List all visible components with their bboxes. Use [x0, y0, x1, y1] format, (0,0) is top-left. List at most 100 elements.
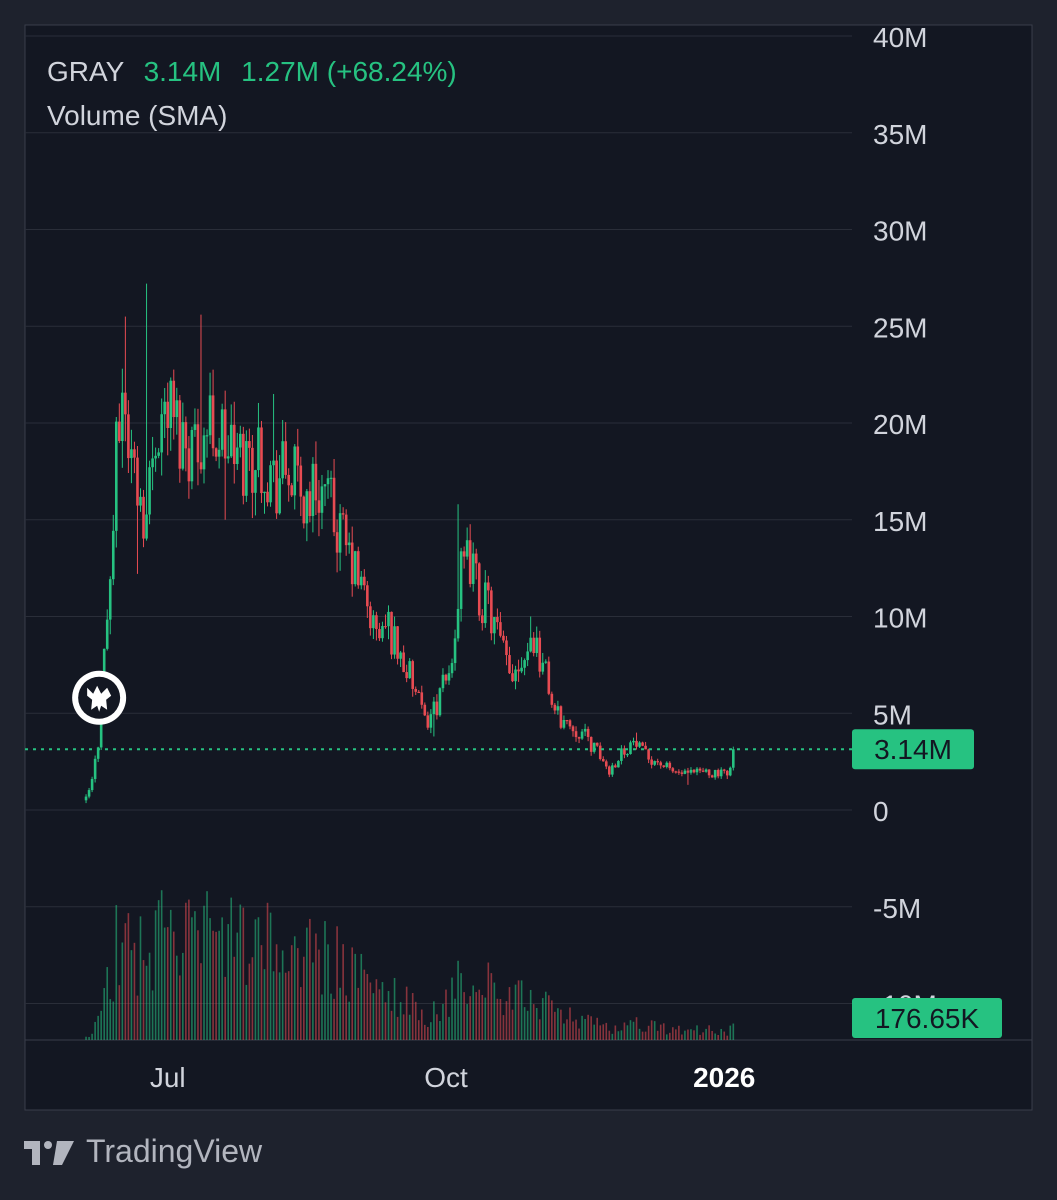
candle-body — [111, 530, 115, 580]
candle-body — [105, 619, 109, 649]
candle-body — [710, 775, 714, 778]
y-tick-label: 20M — [873, 409, 927, 440]
volume-bar — [732, 1023, 735, 1040]
candle-body — [181, 422, 185, 469]
volume-bar — [157, 900, 160, 1040]
volume-bar — [566, 1019, 568, 1040]
volume-bar — [185, 902, 187, 1040]
volume-bar — [348, 1001, 350, 1040]
volume-bar — [439, 1021, 441, 1040]
candle-body — [287, 474, 290, 486]
candle-body — [571, 726, 575, 732]
volume-bar — [169, 909, 172, 1040]
volume-bar — [269, 912, 272, 1040]
volume-bar — [91, 1033, 93, 1040]
candle-body — [659, 762, 663, 766]
volume-bar — [417, 1020, 420, 1040]
candle-body — [626, 754, 629, 756]
candle-body — [583, 728, 587, 732]
candle-body — [108, 579, 112, 620]
candle-body — [366, 585, 369, 607]
volume-bar — [457, 960, 459, 1040]
volume-bar — [723, 1031, 726, 1040]
volume-bar — [363, 969, 366, 1040]
volume-bar — [687, 1029, 689, 1040]
volume-bar — [399, 1002, 402, 1040]
candle-body — [263, 491, 266, 494]
volume-bar — [227, 924, 230, 1040]
volume-bar — [478, 989, 481, 1040]
volume-bar — [163, 927, 166, 1040]
candle-body — [235, 447, 239, 464]
candle-body — [130, 449, 133, 459]
volume-bar — [133, 942, 136, 1040]
candle-body — [217, 449, 221, 457]
volume-bar — [623, 1022, 626, 1040]
candle-body — [496, 617, 499, 623]
candle-body — [320, 486, 324, 513]
legend-change: 1.27M (+68.24%) — [241, 56, 457, 87]
volume-bar — [396, 1016, 399, 1040]
candle-body — [284, 441, 287, 475]
y-tick-label: 25M — [873, 312, 927, 343]
volume-bar — [505, 1001, 508, 1040]
volume-bar — [112, 1001, 115, 1040]
volume-bar — [647, 1025, 650, 1040]
volume-bar — [351, 947, 354, 1040]
volume-bar — [148, 952, 151, 1040]
volume-bar — [641, 1031, 644, 1040]
volume-bar — [693, 1030, 695, 1040]
volume-bar — [206, 891, 208, 1040]
candle-body — [511, 673, 514, 682]
volume-bar — [236, 932, 239, 1040]
volume-bar — [284, 972, 287, 1040]
volume-bar — [678, 1025, 680, 1040]
volume-bar — [327, 944, 329, 1040]
legend-indicator: Volume (SMA) — [47, 100, 228, 131]
candle-body — [698, 768, 702, 771]
volume-bar — [142, 960, 145, 1040]
candle-body — [417, 691, 421, 694]
volume-bar — [296, 948, 299, 1040]
candle-body — [290, 485, 294, 496]
candle-body — [347, 542, 351, 546]
volume-bar — [523, 1007, 526, 1040]
footer: TradingView — [24, 1133, 262, 1170]
candle-body — [562, 719, 566, 728]
candle-body — [414, 688, 418, 692]
volume-bar — [306, 927, 308, 1040]
volume-bar — [675, 1029, 677, 1040]
volume-bar — [354, 953, 357, 1040]
candle-body — [223, 409, 227, 459]
candle-body — [565, 719, 569, 722]
candle-body — [408, 661, 411, 679]
candle-body — [157, 452, 160, 456]
candle-body — [390, 611, 393, 655]
volume-bar — [557, 1008, 559, 1040]
volume-bar — [330, 993, 332, 1040]
volume-bar — [720, 1028, 723, 1040]
legend-row: GRAY 3.14M 1.27M (+68.24%) — [47, 56, 457, 88]
volume-bar — [215, 931, 217, 1040]
volume-badge: 176.65K — [852, 998, 1002, 1038]
candle-body — [281, 441, 284, 479]
volume-bar — [233, 956, 236, 1040]
candle-body — [429, 714, 433, 728]
volume-bar — [469, 996, 471, 1040]
volume-bar — [460, 973, 462, 1040]
volume-bar — [405, 986, 408, 1040]
candle-body — [208, 395, 212, 436]
candle-body — [311, 463, 315, 517]
candle-body — [686, 770, 690, 773]
candle-body — [114, 421, 118, 531]
candle-body — [257, 427, 260, 471]
candle-body — [326, 478, 330, 485]
volume-bar — [587, 1014, 589, 1040]
candle-body — [160, 414, 163, 453]
volume-bar — [106, 967, 109, 1040]
volume-bar — [481, 995, 484, 1040]
volume-bar — [324, 921, 326, 1040]
volume-bar — [188, 899, 190, 1040]
eagle-icon[interactable] — [72, 670, 127, 725]
